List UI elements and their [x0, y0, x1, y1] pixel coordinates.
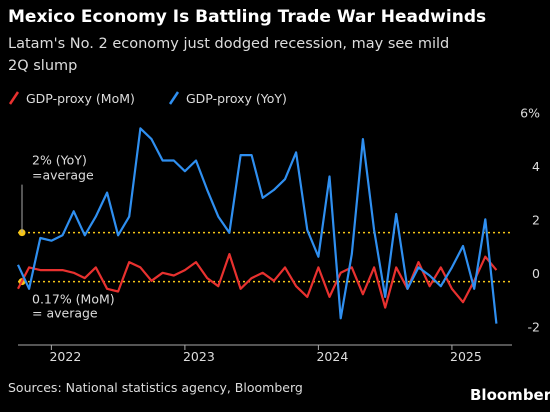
y-tick-label: 4	[532, 159, 540, 174]
y-tick-label: 0	[532, 266, 540, 281]
legend-swatch	[8, 91, 20, 105]
logo: Bloomberg	[470, 386, 550, 404]
series-line	[17, 127, 498, 324]
subtitle: Latam's No. 2 economy just dodged recess…	[8, 36, 449, 52]
y-tick-label: 6%	[520, 106, 540, 121]
annotation: 0.17% (MoM)	[32, 292, 115, 307]
x-tick-label: 2023	[183, 349, 215, 364]
source: Sources: National statistics agency, Blo…	[8, 380, 303, 395]
chart-title: Mexico Economy Is Battling Trade War Hea…	[8, 7, 486, 27]
annotation: 2% (YoY)	[32, 153, 87, 168]
x-tick-label: 2024	[316, 349, 348, 364]
y-tick-label: -2	[528, 320, 540, 335]
series-line	[17, 253, 498, 309]
legend-swatch	[168, 91, 180, 105]
x-tick-label: 2025	[450, 349, 482, 364]
subtitle: 2Q slump	[8, 58, 77, 74]
x-tick-label: 2022	[49, 349, 81, 364]
legend-label: GDP-proxy (MoM)	[26, 91, 135, 106]
y-tick-label: 2	[532, 213, 540, 228]
annotation: =average	[32, 168, 94, 183]
annotation: = average	[32, 306, 98, 321]
legend-label: GDP-proxy (YoY)	[186, 91, 287, 106]
